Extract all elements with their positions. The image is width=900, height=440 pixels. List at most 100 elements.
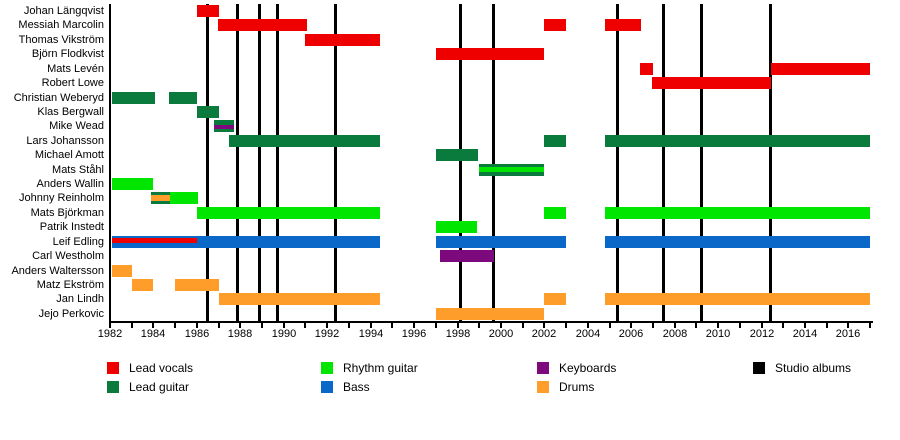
y-axis-line [109, 4, 111, 325]
member-label: Leif Edling [52, 236, 104, 248]
axis-tick [609, 323, 611, 328]
axis-year-label: 1996 [401, 328, 427, 340]
axis-tick [174, 323, 176, 328]
timeline-bar-lead_guitar [436, 149, 478, 161]
axis-year-label: 2006 [618, 328, 644, 340]
studio-album-line [459, 4, 462, 321]
timeline-bar-lead_vocals [771, 63, 870, 75]
timeline-bar-drums [219, 293, 380, 305]
axis-tick [326, 323, 328, 328]
axis-tick [869, 323, 871, 328]
timeline-bar-lead_vocals [436, 48, 544, 60]
axis-year-label: 1994 [358, 328, 384, 340]
member-label: Björn Flodkvist [31, 48, 104, 60]
axis-tick [695, 323, 697, 328]
axis-tick [652, 323, 654, 328]
timeline-bar-lead_vocals [197, 5, 219, 17]
timeline-bar-drums [112, 265, 132, 277]
timeline-bar-keyboards [214, 125, 234, 129]
axis-tick [522, 323, 524, 328]
axis-tick [348, 323, 350, 328]
timeline-bar-drums [544, 293, 566, 305]
axis-year-label: 2014 [792, 328, 818, 340]
studio-album-line [276, 4, 279, 321]
axis-year-label: 2012 [749, 328, 775, 340]
axis-tick [782, 323, 784, 328]
legend-swatch-keyboards [537, 362, 549, 374]
axis-year-label: 1992 [314, 328, 340, 340]
legend-label-lead_guitar: Lead guitar [129, 380, 190, 394]
timeline-bar-lead_vocals [218, 19, 307, 31]
timeline-bar-drums [151, 195, 170, 201]
legend-label-drums: Drums [559, 380, 595, 394]
axis-tick [565, 323, 567, 328]
timeline-bar-lead_guitar [197, 106, 219, 118]
axis-tick [239, 323, 241, 328]
timeline-bar-rhythm_guitar [197, 207, 380, 219]
axis-tick [413, 323, 415, 328]
member-label: Patrik Instedt [39, 221, 104, 233]
timeline-bar-bass [436, 236, 566, 248]
timeline-bar-drums [436, 308, 544, 320]
axis-tick [587, 323, 589, 328]
member-label: Christian Weberyd [13, 92, 104, 104]
legend-swatch-studio_albums [753, 362, 765, 374]
timeline-bar-rhythm_guitar [544, 207, 566, 219]
axis-year-label: 1990 [271, 328, 297, 340]
timeline-bar-lead_vocals [305, 34, 380, 46]
studio-album-line [334, 4, 337, 321]
axis-tick [304, 323, 306, 328]
legend-swatch-drums [537, 381, 549, 393]
legend-swatch-bass [321, 381, 333, 393]
studio-album-line [616, 4, 619, 321]
member-label: Matz Ekström [36, 279, 104, 291]
member-label: Thomas Vikström [18, 34, 104, 46]
member-label: Jejo Perkovic [38, 308, 104, 320]
axis-tick [630, 323, 632, 328]
member-label: Michael Amott [34, 149, 104, 161]
timeline-bar-lead_guitar [229, 135, 380, 147]
studio-album-line [258, 4, 261, 321]
member-label: Mats Björkman [30, 207, 104, 219]
axis-year-label: 2010 [705, 328, 731, 340]
axis-tick [131, 323, 133, 328]
timeline-bar-lead_vocals [652, 77, 771, 89]
axis-tick [283, 323, 285, 328]
member-label: Lars Johansson [26, 135, 104, 147]
member-label: Johnny Reinholm [19, 192, 104, 204]
member-label: Mats Levén [47, 63, 104, 75]
member-label: Anders Waltersson [11, 265, 104, 277]
timeline-bar-lead_vocals [640, 63, 653, 75]
timeline-bar-lead_vocals [112, 238, 197, 243]
timeline-bar-rhythm_guitar [605, 207, 870, 219]
axis-tick [109, 323, 111, 328]
member-label: Carl Westholm [32, 250, 104, 262]
axis-tick [391, 323, 393, 328]
axis-tick [739, 323, 741, 328]
timeline-bar-rhythm_guitar [170, 192, 198, 204]
axis-tick [717, 323, 719, 328]
member-label: Anders Wallin [36, 178, 104, 190]
member-label: Mats Ståhl [52, 164, 104, 176]
member-label: Robert Lowe [41, 77, 104, 89]
studio-album-line [700, 4, 703, 321]
axis-tick [457, 323, 459, 328]
axis-year-label: 2008 [662, 328, 688, 340]
axis-year-label: 1988 [227, 328, 253, 340]
studio-album-line [769, 4, 772, 321]
member-label: Jan Lindh [56, 293, 104, 305]
member-label: Messiah Marcolin [18, 19, 104, 31]
timeline-bar-rhythm_guitar [436, 221, 477, 233]
axis-tick [370, 323, 372, 328]
timeline-bar-bass [605, 236, 870, 248]
axis-year-label: 1982 [97, 328, 123, 340]
axis-tick [218, 323, 220, 328]
timeline-bar-lead_guitar [605, 135, 870, 147]
timeline-bar-drums [605, 293, 870, 305]
timeline-bar-drums [175, 279, 219, 291]
timeline-bar-keyboards [440, 250, 494, 262]
member-label: Klas Bergwall [37, 106, 104, 118]
legend-label-rhythm_guitar: Rhythm guitar [343, 361, 418, 375]
timeline-bar-lead_guitar [544, 135, 566, 147]
